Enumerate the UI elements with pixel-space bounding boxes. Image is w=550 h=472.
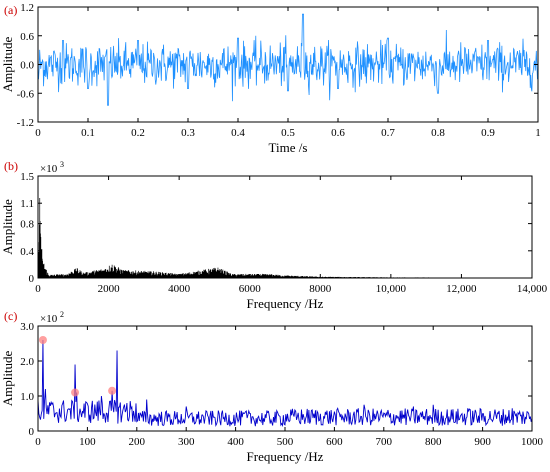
envelope-spectrum-line xyxy=(38,339,532,428)
panel-label: (b) xyxy=(4,159,18,173)
panel-1: 0 0.1 0.2 0.3 0.4 0.5 0.6 0.7 0.8 0.9 1 -1.2 -0.6 0.0… xyxy=(0,2,541,155)
y-tick-label: 3.0 xyxy=(20,321,34,333)
x-tick-label: 1 xyxy=(535,127,541,139)
x-tick-label: 0.9 xyxy=(481,127,495,139)
x-tick-label: 0.8 xyxy=(431,127,445,139)
scale-exponent: 3 xyxy=(60,160,64,169)
x-axis-label: Frequency /Hz xyxy=(247,449,324,464)
y-axis-label: Amplitude xyxy=(0,350,15,406)
x-tick-label: 14,000 xyxy=(517,283,548,295)
series-group xyxy=(38,339,532,428)
y-tick-label: -0.6 xyxy=(17,88,35,100)
scale-exponent: 2 xyxy=(60,310,64,319)
x-tick-label: 0 xyxy=(35,436,41,448)
y-tick-label: 1.0 xyxy=(20,391,34,403)
panel-2: 0 2000 4000 6000 8000 10,000 12,000 14,000 0 0.4 0… xyxy=(0,159,548,311)
y-tick-label: 0 xyxy=(29,426,35,438)
y-axis-label: Amplitude xyxy=(0,199,15,255)
fault-marker-1 xyxy=(38,336,47,344)
x-tick-label: 800 xyxy=(425,436,442,448)
series-group xyxy=(38,13,538,106)
y-axis-label: Amplitude xyxy=(0,36,15,92)
fault-marker-3 xyxy=(108,386,117,395)
y-tick-label: 0.4 xyxy=(20,246,34,258)
x-tick-label: 500 xyxy=(277,436,294,448)
x-tick-label: 0 xyxy=(35,283,41,295)
y-tick-label: 2.0 xyxy=(20,356,34,368)
plot-frame xyxy=(37,175,533,279)
x-tick-label: 400 xyxy=(227,436,244,448)
series-group xyxy=(38,198,532,278)
y-tick-label: 0.6 xyxy=(20,31,34,43)
x-tick-label: 700 xyxy=(376,436,393,448)
y-tick-label: 1.1 xyxy=(20,198,34,210)
panel-label: (a) xyxy=(4,3,17,17)
x-tick-label: 0.4 xyxy=(231,127,245,139)
x-tick-label: 600 xyxy=(326,436,343,448)
x-tick-label: 0.6 xyxy=(331,127,345,139)
x-tick-label: 4000 xyxy=(168,283,191,295)
x-tick-label: 200 xyxy=(129,436,146,448)
x-tick-label: 8000 xyxy=(309,283,332,295)
x-tick-label: 2000 xyxy=(98,283,121,295)
panel-label: (c) xyxy=(4,309,17,323)
x-tick-label: 0.5 xyxy=(281,127,295,139)
signal-line xyxy=(38,13,538,106)
x-axis-label: Frequency /Hz xyxy=(247,296,324,311)
x-tick-label: 12,000 xyxy=(446,283,477,295)
x-tick-label: 900 xyxy=(474,436,491,448)
panel-3: 0 100 200 300 400 500 600 700 800 900 1000 0 1.0 2.0 3… xyxy=(0,309,544,464)
spectrum-line xyxy=(38,198,532,278)
x-tick-label: 100 xyxy=(79,436,96,448)
y-tick-label: 0.8 xyxy=(20,219,34,231)
x-tick-label: 6000 xyxy=(239,283,262,295)
x-tick-label: 10,000 xyxy=(376,283,407,295)
x-tick-label: 0.7 xyxy=(381,127,395,139)
x-tick-label: 0 xyxy=(35,127,41,139)
fault-marker-2 xyxy=(71,388,80,397)
x-tick-label: 0.2 xyxy=(131,127,145,139)
scale-factor: ×10 xyxy=(40,163,58,175)
y-tick-label: 0.0 xyxy=(20,60,34,72)
y-tick-label: 1.2 xyxy=(20,2,34,14)
y-tick-label: -1.2 xyxy=(17,117,34,129)
x-tick-label: 300 xyxy=(178,436,195,448)
x-axis-label: Time /s xyxy=(269,140,308,155)
x-tick-label: 0.3 xyxy=(181,127,195,139)
x-tick-label: 1000 xyxy=(521,436,544,448)
x-tick-label: 0.1 xyxy=(81,127,95,139)
y-tick-label: 0 xyxy=(29,273,35,285)
scale-factor: ×10 xyxy=(40,313,58,325)
y-tick-label: 1.5 xyxy=(20,171,34,183)
